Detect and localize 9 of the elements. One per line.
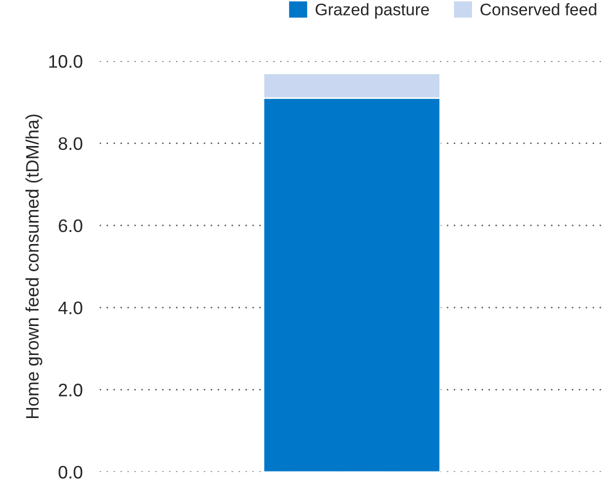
y-tick-label: 6.0 bbox=[58, 219, 82, 232]
y-axis-title: Home grown feed consumed (tDM/ha) bbox=[25, 114, 42, 418]
y-tick-label: 10.0 bbox=[49, 55, 82, 68]
legend-label: Grazed pasture bbox=[316, 3, 429, 19]
y-tick-label: 0.0 bbox=[58, 466, 82, 479]
y-tick-label: 8.0 bbox=[58, 137, 82, 150]
y-tick-label: 4.0 bbox=[58, 302, 82, 314]
legend-label: Conserved feed bbox=[480, 3, 596, 16]
y-tick-label: 2.0 bbox=[58, 384, 82, 396]
